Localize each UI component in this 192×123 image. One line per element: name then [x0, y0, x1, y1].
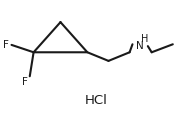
- Text: HCl: HCl: [84, 94, 108, 107]
- Text: N: N: [136, 41, 144, 51]
- Text: F: F: [22, 77, 27, 87]
- Text: F: F: [3, 40, 9, 50]
- Text: H: H: [141, 34, 149, 44]
